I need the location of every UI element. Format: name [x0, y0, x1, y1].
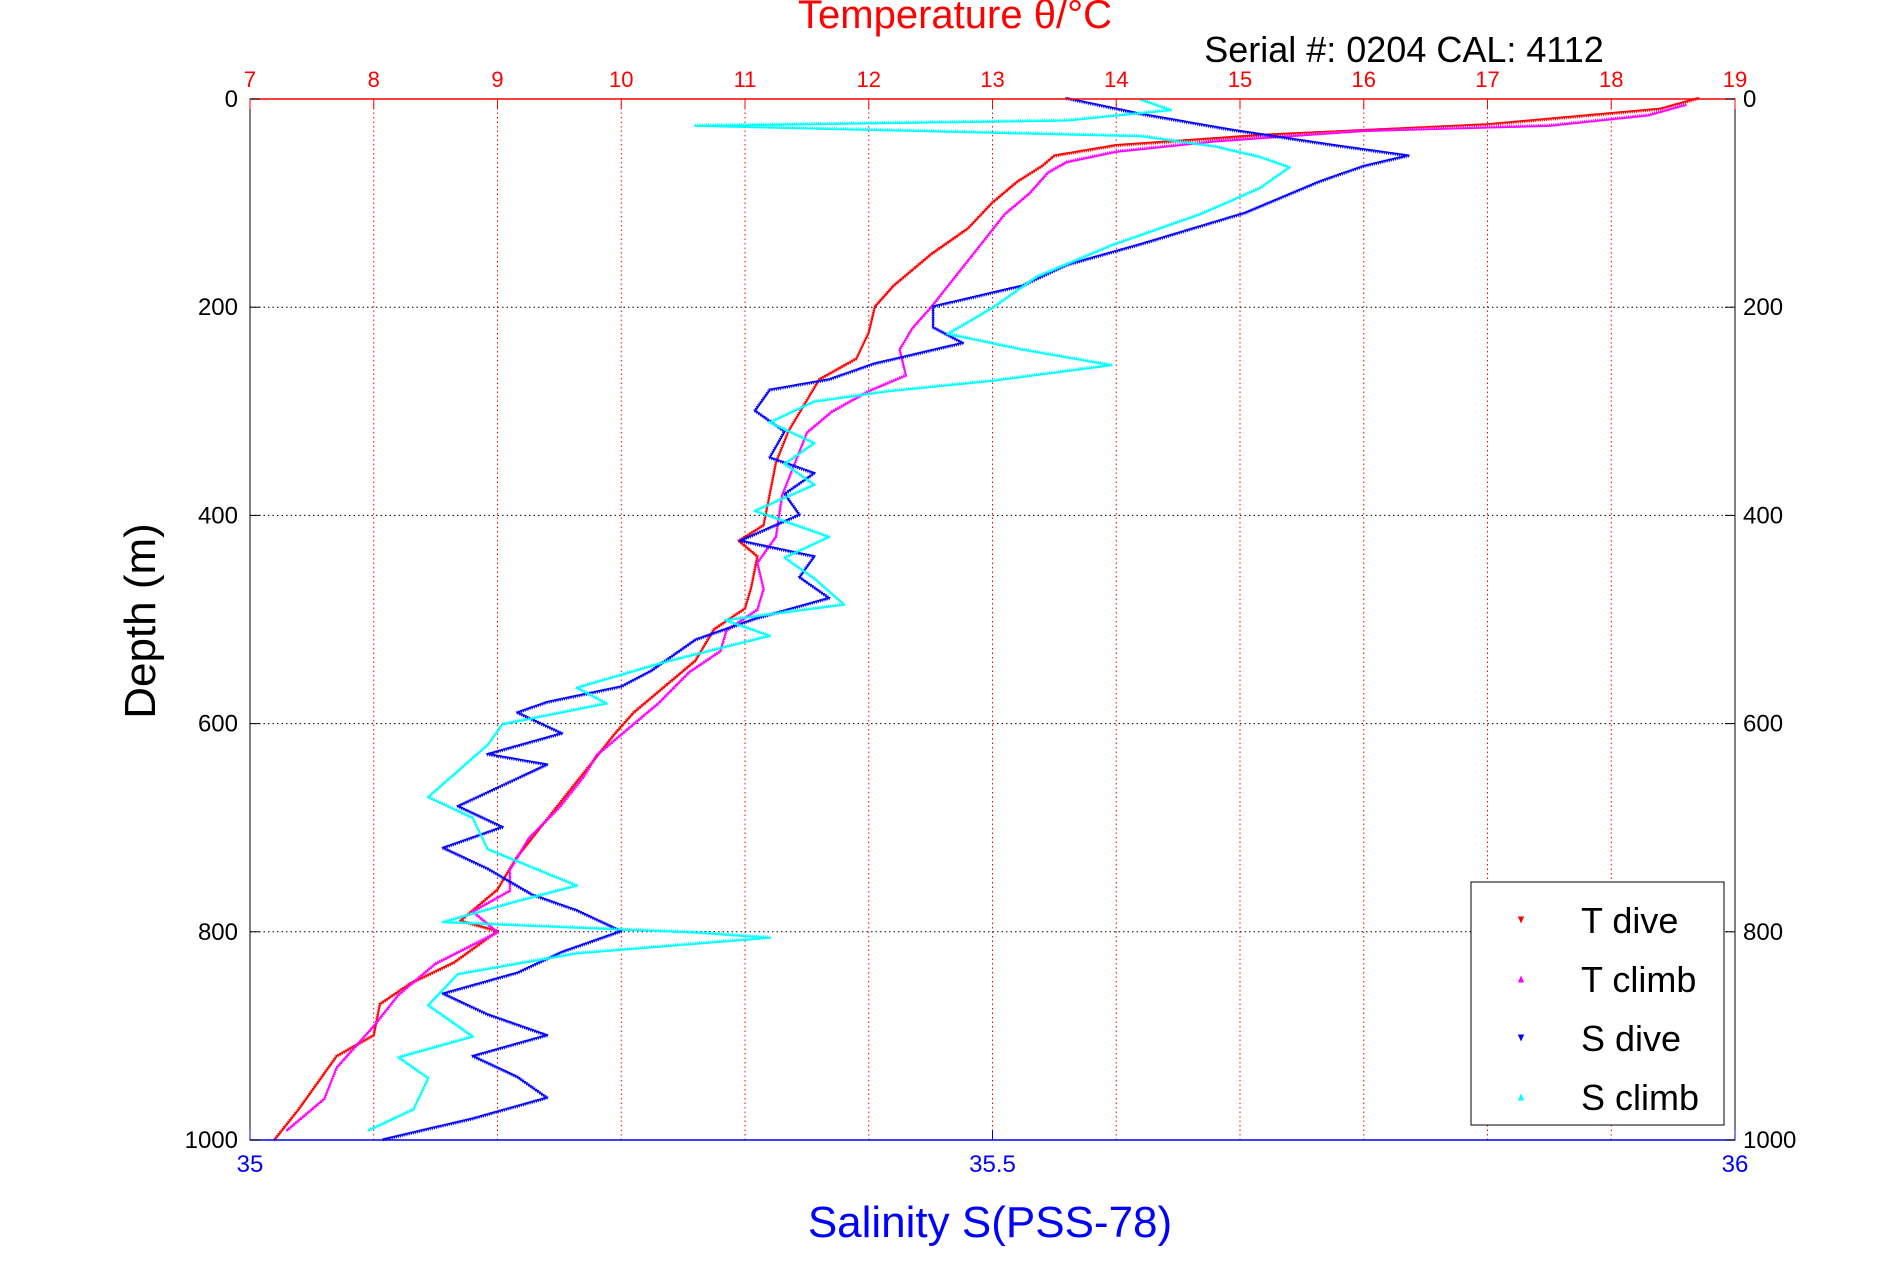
series-s-climb — [367, 97, 1291, 1131]
series-s-dive — [382, 97, 1410, 1142]
